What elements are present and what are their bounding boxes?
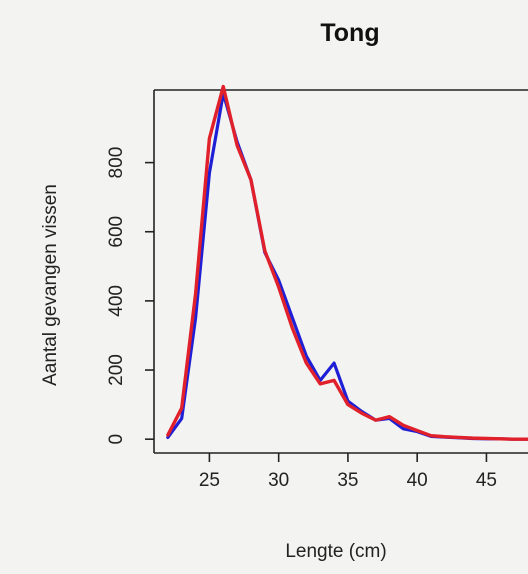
x-axis-label: Lengte (cm): [285, 541, 386, 562]
y-tick-label: 800: [106, 147, 127, 179]
y-axis: 0 200 400 600 800: [106, 147, 154, 445]
y-tick-label: 0: [106, 434, 127, 445]
plot-area: [153, 89, 528, 454]
series-layer: [166, 84, 528, 441]
series-line-2: [166, 84, 528, 441]
x-tick-label: 40: [407, 470, 428, 491]
x-tick-label: 35: [337, 470, 358, 491]
y-tick-label: 400: [106, 285, 127, 317]
x-tick-label: 45: [476, 470, 497, 491]
x-tick-label: 25: [199, 470, 220, 491]
x-axis: 25 30 35 40 45: [199, 453, 497, 491]
chart-title: Tong: [320, 19, 379, 47]
y-tick-label: 600: [106, 216, 127, 248]
series-line-1: [166, 91, 528, 441]
y-axis-label: Aantal gevangen vissen: [40, 184, 61, 386]
y-tick-label: 200: [106, 354, 127, 386]
x-tick-label: 30: [268, 470, 289, 491]
